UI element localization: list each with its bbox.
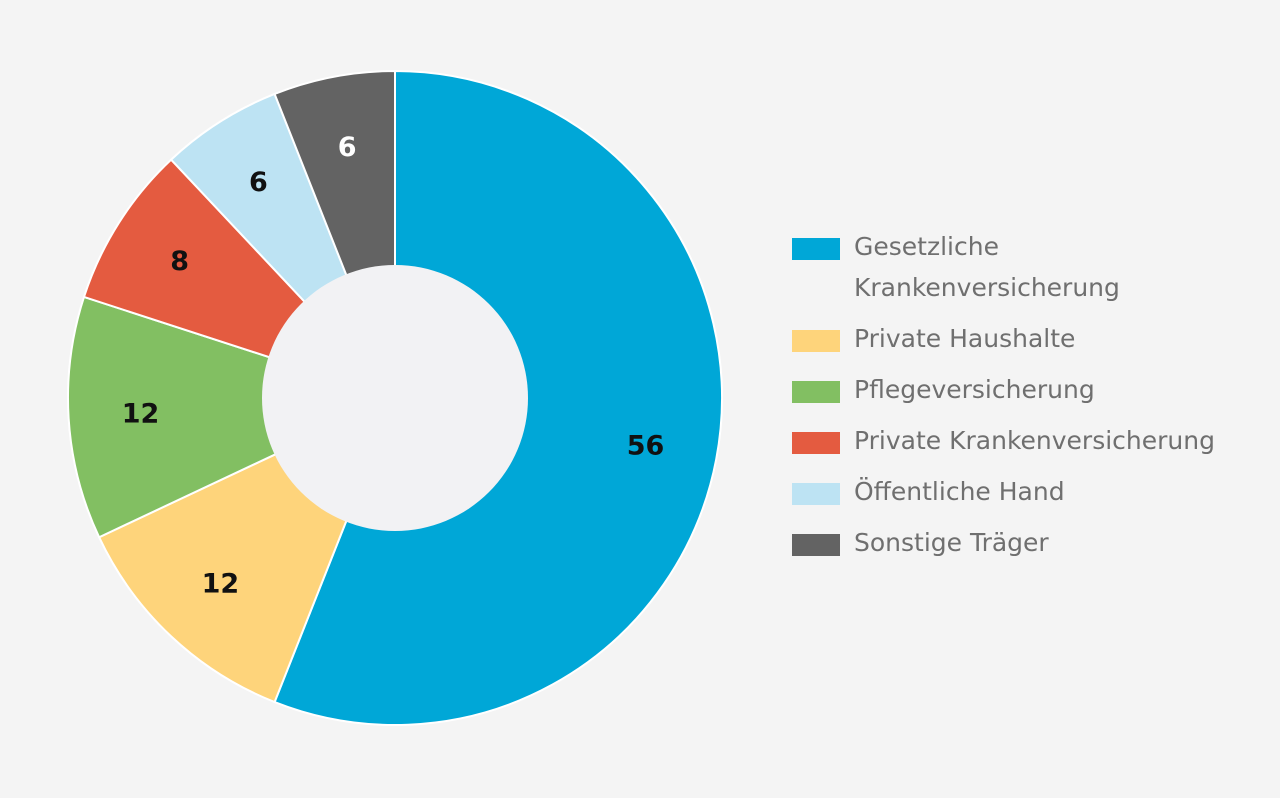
legend: Gesetzliche Krankenversicherung Private … (792, 232, 1262, 580)
legend-label: Sonstige Träger (854, 528, 1049, 557)
donut-hole (262, 265, 528, 531)
legend-swatch (792, 483, 840, 505)
legend-label: Private Krankenversicherung (854, 426, 1215, 455)
slice-pflegeversicherung (66, 295, 396, 539)
slice-label-gesetzliche-krankenversicherung: 56 (627, 430, 665, 461)
legend-label: Pflegeversicherung (854, 375, 1095, 404)
slice-label-sonstige-traeger: 6 (338, 132, 357, 163)
legend-label: Gesetzliche Krankenversicherung (854, 232, 1120, 302)
slice-label-private-haushalte: 12 (202, 568, 240, 599)
slice-label-oeffentliche-hand: 6 (249, 167, 268, 198)
legend-swatch (792, 330, 840, 352)
legend-label: Öffentliche Hand (854, 477, 1065, 506)
donut-chart: 56 12 12 8 6 6 (66, 70, 723, 726)
legend-item-oeffentliche-hand: Öffentliche Hand (792, 477, 1262, 512)
legend-label: Private Haushalte (854, 324, 1076, 353)
slice-label-private-krankenversicherung: 8 (170, 246, 189, 277)
legend-item-private-haushalte: Private Haushalte (792, 324, 1262, 359)
legend-swatch (792, 432, 840, 454)
slice-labels: 56 12 12 8 6 6 (122, 132, 665, 599)
legend-item-sonstige-traeger: Sonstige Träger (792, 528, 1262, 563)
legend-item-pflegeversicherung: Pflegeversicherung (792, 375, 1262, 410)
legend-swatch (792, 381, 840, 403)
legend-item-private-krankenversicherung: Private Krankenversicherung (792, 426, 1262, 461)
legend-swatch (792, 238, 840, 260)
legend-swatch (792, 534, 840, 556)
slice-label-pflegeversicherung: 12 (122, 399, 160, 430)
legend-item-gesetzliche-krankenversicherung: Gesetzliche Krankenversicherung (792, 232, 1262, 308)
